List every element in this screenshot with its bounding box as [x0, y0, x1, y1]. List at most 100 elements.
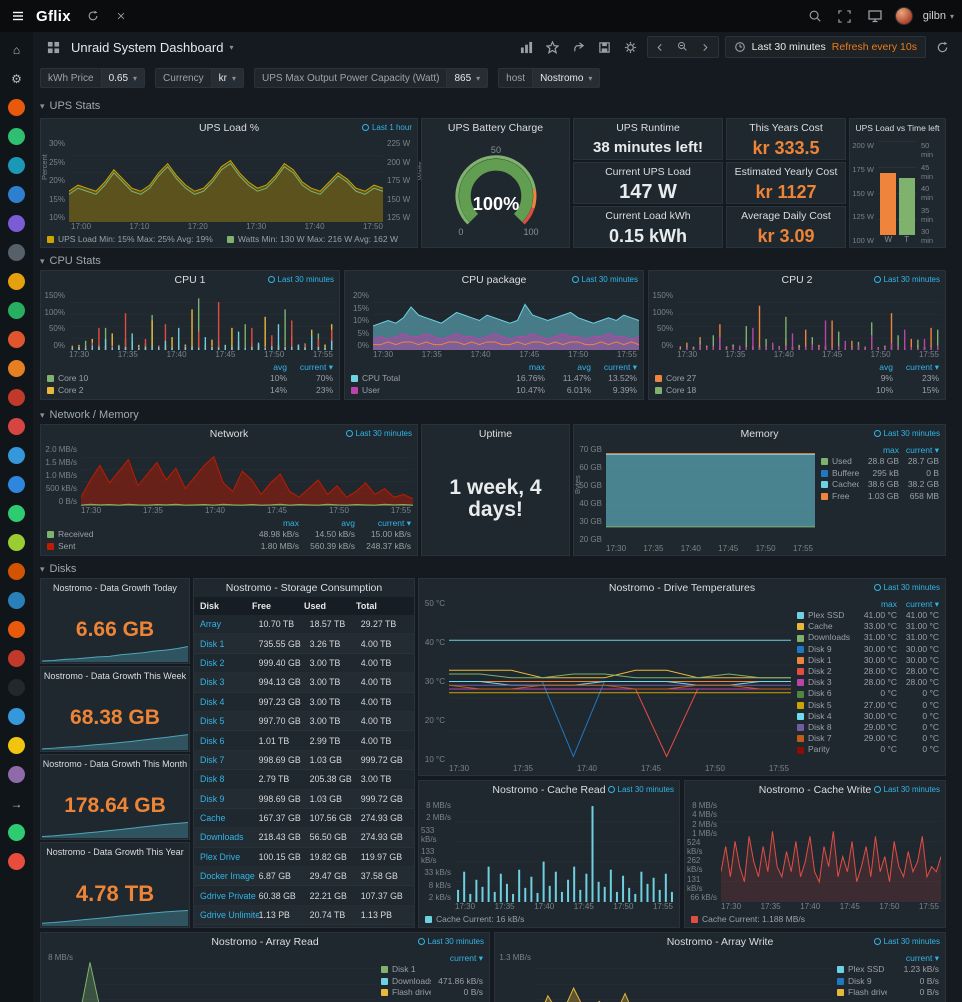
panel-title[interactable]: Uptime	[478, 428, 513, 440]
legend-header[interactable]: max	[528, 362, 545, 372]
table-row[interactable]: Docker Image 6.87 GB 29.47 GB 37.58 GB	[194, 867, 414, 886]
table-row[interactable]: Disk 2 999.40 GB 3.00 TB 4.00 TB	[194, 654, 414, 673]
panel-title[interactable]: Current Load kWh	[605, 210, 691, 222]
sidebar-app-icon[interactable]	[8, 186, 25, 203]
time-range-picker[interactable]: Last 30 minutes Refresh every 10s	[724, 36, 926, 58]
fullscreen-icon[interactable]	[835, 6, 855, 26]
network-graph[interactable]	[81, 445, 413, 506]
legend-item[interactable]: Flash drive 0 B/s	[381, 987, 483, 999]
legend-item[interactable]: Downloads 471.86 kB/s	[381, 976, 483, 988]
panel-title[interactable]: Nostromo - Data Growth This Week	[43, 671, 187, 681]
legend-item[interactable]: Disk 7 29.00 °C 0 °C	[797, 733, 939, 744]
zoom-out-icon[interactable]	[673, 37, 693, 57]
legend-header[interactable]: current ▾	[905, 599, 939, 609]
legend-item[interactable]: Sent 1.80 MB/s 560.39 kB/s 248.37 kB/s	[47, 541, 411, 553]
row-header-disks[interactable]: ▾ Disks	[40, 563, 77, 575]
sidebar-app-icon[interactable]	[8, 128, 25, 145]
sidebar-app-icon[interactable]	[8, 273, 25, 290]
legend-item[interactable]: CPU Total 16.76% 11.47% 13.52%	[351, 373, 637, 385]
close-icon[interactable]	[111, 6, 131, 26]
legend-item[interactable]: Downloads 31.00 °C 31.00 °C	[797, 632, 939, 643]
panel-title[interactable]: Nostromo - Data Growth Today	[53, 583, 177, 593]
sidebar-app-icon[interactable]	[8, 302, 25, 319]
panel-title[interactable]: Estimated Yearly Cost	[734, 166, 838, 178]
legend-item[interactable]: Disk 3 28.00 °C 28.00 °C	[797, 677, 939, 688]
column-header[interactable]: Total	[356, 601, 377, 611]
variable-value-dropdown[interactable]: Nostromo ▾	[532, 68, 601, 88]
cpu-package-graph[interactable]	[373, 291, 639, 350]
legend-header[interactable]: current ▾	[905, 445, 939, 455]
sidebar-app-icon[interactable]	[8, 215, 25, 232]
table-row[interactable]: Disk 1 735.55 GB 3.26 TB 4.00 TB	[194, 634, 414, 653]
legend-item[interactable]: Disk 2 28.00 °C 28.00 °C	[797, 666, 939, 677]
legend-header[interactable]: current ▾	[377, 518, 411, 528]
legend-item[interactable]: Cached 38.6 GB 38.2 GB	[821, 479, 939, 491]
panel-title[interactable]: Nostromo - Data Growth This Month	[42, 759, 188, 769]
sidebar-app-icon[interactable]	[8, 766, 25, 783]
legend-item[interactable]: Received 48.98 kB/s 14.50 kB/s 15.00 kB/s	[47, 529, 411, 541]
sidebar-app-icon[interactable]	[8, 360, 25, 377]
time-forward-icon[interactable]	[695, 37, 715, 57]
panel-title[interactable]: Nostromo - Array Write	[666, 936, 774, 948]
legend-item[interactable]: Plex SSD 41.00 °C 41.00 °C	[797, 610, 939, 621]
sidebar-app-icon[interactable]	[8, 505, 25, 522]
sidebar-app-icon[interactable]	[8, 331, 25, 348]
panel-title[interactable]: UPS Load %	[198, 122, 260, 134]
legend-item[interactable]: Watts Min: 130 W Max: 216 W Avg: 162 W	[226, 234, 398, 244]
user-menu[interactable]: gilbn ▾	[922, 10, 954, 22]
legend-item[interactable]: Disk 4 30.00 °C 0 °C	[797, 711, 939, 722]
array-read-graph[interactable]	[77, 953, 375, 1002]
panel-title[interactable]: Nostromo - Data Growth This Year	[46, 847, 184, 857]
table-row[interactable]: Disk 4 997.23 GB 3.00 TB 4.00 TB	[194, 693, 414, 712]
array-write-graph[interactable]	[535, 953, 831, 1002]
display-icon[interactable]	[865, 6, 885, 26]
legend-item[interactable]: Buffered295 kB0 B	[821, 468, 939, 480]
panel-title[interactable]: UPS Battery Charge	[447, 122, 544, 134]
sidebar-app-icon[interactable]	[8, 534, 25, 551]
table-row[interactable]: Plex Drive 100.15 GB 19.82 GB 119.97 GB	[194, 848, 414, 867]
row-header-cpu-stats[interactable]: ▾ CPU Stats	[40, 255, 101, 267]
legend-item[interactable]: UPS Load Min: 15% Max: 25% Avg: 19%	[47, 234, 213, 244]
sidebar-app-icon[interactable]	[8, 418, 25, 435]
legend-item[interactable]: Disk 1 30.00 °C 30.00 °C	[797, 655, 939, 666]
column-header[interactable]: Disk	[200, 601, 220, 611]
legend-item[interactable]: Plex SSD 1.23 kB/s	[837, 964, 939, 976]
sidebar-app-icon[interactable]	[8, 447, 25, 464]
legend-header[interactable]: current ▾	[299, 362, 333, 372]
sidebar-app-icon[interactable]	[8, 244, 25, 261]
sidebar-app-icon[interactable]	[8, 563, 25, 580]
legend-header[interactable]: current ▾	[905, 362, 939, 372]
avatar[interactable]	[894, 7, 913, 25]
panel-title[interactable]: CPU package	[461, 274, 527, 286]
panel-title[interactable]: CPU 2	[781, 274, 813, 286]
time-back-icon[interactable]	[651, 37, 671, 57]
sidebar-app-icon[interactable]	[8, 592, 25, 609]
legend-item[interactable]: Core 2 14% 23%	[47, 385, 333, 397]
sidebar-app-icon[interactable]	[8, 621, 25, 638]
column-header[interactable]: Used	[304, 601, 327, 611]
panel-title[interactable]: UPS Runtime	[616, 122, 680, 134]
legend-header[interactable]: avg	[577, 362, 591, 372]
table-row[interactable]: Disk 9 998.69 GB 1.03 GB 999.72 GB	[194, 790, 414, 809]
legend-header[interactable]: max	[882, 445, 899, 455]
sidebar-app-icon[interactable]	[8, 650, 25, 667]
legend-header[interactable]: avg	[273, 362, 287, 372]
panel-title[interactable]: CPU 1	[174, 274, 206, 286]
table-row[interactable]: Disk 6 1.01 TB 2.99 TB 4.00 TB	[194, 731, 414, 750]
variable-value-dropdown[interactable]: kr ▾	[210, 68, 244, 88]
cpu1-graph[interactable]	[69, 291, 335, 350]
panel-title[interactable]: Current UPS Load	[605, 166, 691, 178]
legend-item[interactable]: Cache Current: 1.188 MB/s	[691, 914, 805, 924]
sidebar-app-icon[interactable]	[8, 824, 25, 841]
panel-title[interactable]: Memory	[740, 428, 779, 440]
sidebar-app-icon[interactable]	[8, 476, 25, 493]
table-row[interactable]: Disk 8 2.79 TB 205.38 GB 3.00 TB	[194, 770, 414, 789]
sidebar-app-icon[interactable]	[8, 389, 25, 406]
save-icon[interactable]	[595, 37, 615, 57]
panel-title[interactable]: Average Daily Cost	[741, 210, 831, 222]
cache-read-graph[interactable]	[455, 801, 675, 902]
legend-item[interactable]: Core 27 9% 23%	[655, 373, 939, 385]
sidebar-app-icon[interactable]	[8, 679, 25, 696]
legend-item[interactable]: Free 1.03 GB 658 MB	[821, 491, 939, 503]
